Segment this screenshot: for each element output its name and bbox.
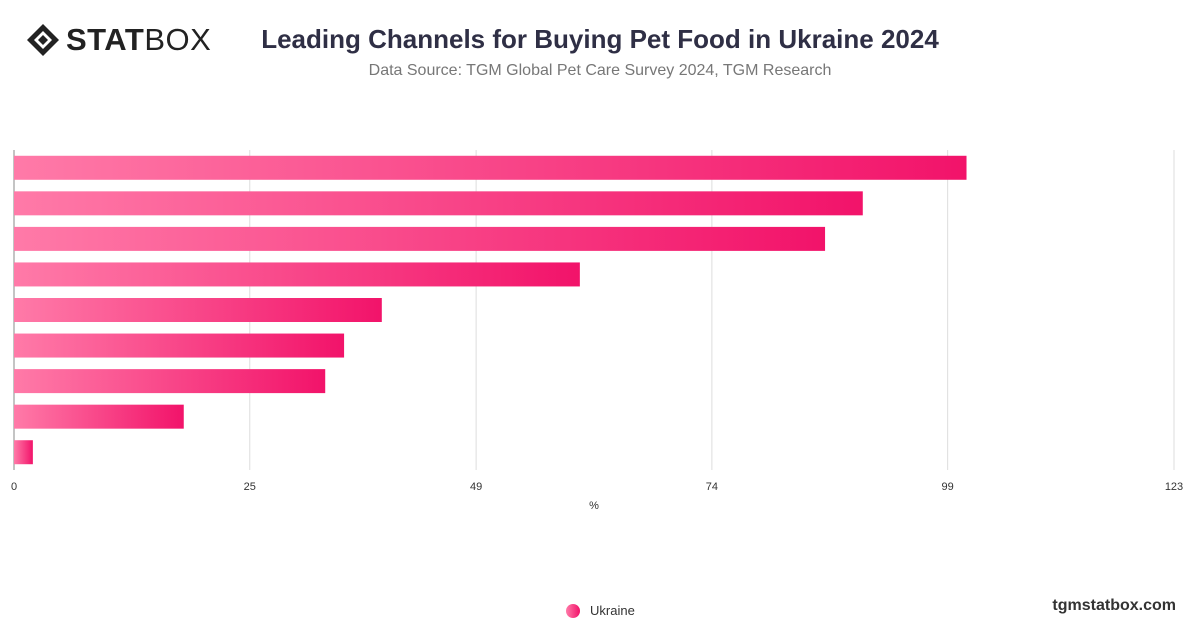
bar[interactable] [14, 226, 826, 251]
bar[interactable] [14, 404, 184, 429]
legend[interactable]: Ukraine [566, 603, 635, 618]
logo-text-stat: STAT [66, 22, 145, 57]
x-axis-label: % [589, 500, 599, 512]
x-tick-label: 74 [706, 481, 718, 493]
statbox-logo-icon [27, 24, 59, 56]
x-tick-label: 49 [470, 481, 482, 493]
chart-subtitle: Data Source: TGM Global Pet Care Survey … [368, 62, 832, 79]
bar[interactable] [14, 333, 345, 358]
bar[interactable] [14, 369, 326, 394]
x-tick-label: 123 [1165, 481, 1183, 493]
legend-swatch-ukraine [566, 603, 580, 618]
chart-title: Leading Channels for Buying Pet Food in … [261, 24, 939, 54]
bar[interactable] [14, 262, 580, 287]
bar[interactable] [14, 191, 863, 216]
bar[interactable] [14, 298, 382, 322]
statbox-logo: STATBOX [26, 22, 211, 58]
x-tick-label: 99 [942, 481, 954, 493]
bar[interactable] [14, 440, 33, 465]
site-credit: tgmstatbox.com [1052, 597, 1176, 614]
x-tick-label: 0 [11, 481, 17, 493]
bar[interactable] [14, 155, 967, 180]
logo-text-box: BOX [144, 22, 212, 57]
legend-label-ukraine: Ukraine [590, 603, 635, 618]
x-tick-label: 25 [244, 481, 256, 493]
